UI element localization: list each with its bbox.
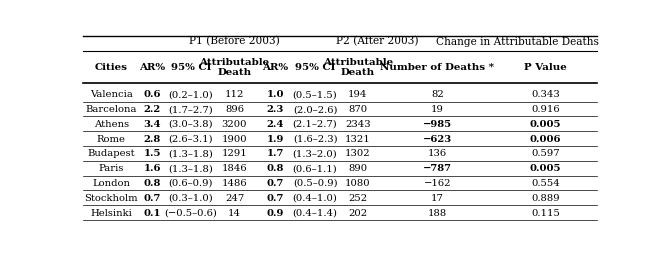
Text: 896: 896 <box>225 105 244 114</box>
Text: (−0.5–0.6): (−0.5–0.6) <box>164 209 217 218</box>
Text: 1.9: 1.9 <box>267 135 284 144</box>
Text: 82: 82 <box>431 90 444 99</box>
Text: 0.9: 0.9 <box>267 209 284 218</box>
Text: 188: 188 <box>428 209 447 218</box>
Text: P1 (Before 2003): P1 (Before 2003) <box>189 36 280 47</box>
Text: 0.7: 0.7 <box>267 194 284 203</box>
Text: P2 (After 2003): P2 (After 2003) <box>335 36 418 47</box>
Text: P Value: P Value <box>524 63 567 72</box>
Text: 1321: 1321 <box>345 135 371 144</box>
Text: 0.343: 0.343 <box>531 90 560 99</box>
Text: AR%: AR% <box>139 63 165 72</box>
Text: (0.5–1.5): (0.5–1.5) <box>293 90 337 99</box>
Text: 1.7: 1.7 <box>267 150 284 158</box>
Text: Rome: Rome <box>97 135 125 144</box>
Text: 136: 136 <box>428 150 447 158</box>
Text: (2.6–3.1): (2.6–3.1) <box>168 135 213 144</box>
Text: 2343: 2343 <box>345 120 371 129</box>
Text: (0.4–1.4): (0.4–1.4) <box>292 209 337 218</box>
Text: Number of Deaths *: Number of Deaths * <box>381 63 495 72</box>
Text: 1080: 1080 <box>345 179 371 188</box>
Text: 2.4: 2.4 <box>267 120 284 129</box>
Text: −162: −162 <box>424 179 451 188</box>
Text: 3200: 3200 <box>221 120 247 129</box>
Text: 112: 112 <box>225 90 244 99</box>
Text: (1.7–2.7): (1.7–2.7) <box>168 105 213 114</box>
Text: 95% CI: 95% CI <box>295 63 335 72</box>
Text: (0.6–1.1): (0.6–1.1) <box>293 164 337 173</box>
Text: −787: −787 <box>423 164 452 173</box>
Text: (0.2–1.0): (0.2–1.0) <box>168 90 213 99</box>
Text: 2.3: 2.3 <box>267 105 284 114</box>
Text: 0.1: 0.1 <box>143 209 161 218</box>
Text: Barcelona: Barcelona <box>86 105 137 114</box>
Text: 1900: 1900 <box>221 135 247 144</box>
Text: 0.7: 0.7 <box>144 194 161 203</box>
Text: 14: 14 <box>228 209 241 218</box>
Text: 252: 252 <box>348 194 367 203</box>
Text: 0.554: 0.554 <box>531 179 560 188</box>
Text: (0.4–1.0): (0.4–1.0) <box>292 194 337 203</box>
Text: 2.2: 2.2 <box>144 105 161 114</box>
Text: (1.3–2.0): (1.3–2.0) <box>293 150 337 158</box>
Text: 0.8: 0.8 <box>267 164 284 173</box>
Text: 0.889: 0.889 <box>531 194 560 203</box>
Text: 0.005: 0.005 <box>530 164 561 173</box>
Text: (0.5–0.9): (0.5–0.9) <box>293 179 337 188</box>
Text: Cities: Cities <box>95 63 128 72</box>
Text: 95% CI: 95% CI <box>170 63 211 72</box>
Text: 202: 202 <box>348 209 367 218</box>
Text: 1846: 1846 <box>221 164 247 173</box>
Text: 19: 19 <box>431 105 444 114</box>
Text: −623: −623 <box>423 135 452 144</box>
Text: 194: 194 <box>348 90 367 99</box>
Text: Paris: Paris <box>98 164 124 173</box>
Text: Attributable
Death: Attributable Death <box>200 58 270 77</box>
Text: 0.7: 0.7 <box>267 179 284 188</box>
Text: (1.3–1.8): (1.3–1.8) <box>168 150 213 158</box>
Text: Budapest: Budapest <box>88 150 135 158</box>
Text: 1.6: 1.6 <box>143 164 161 173</box>
Text: 0.006: 0.006 <box>530 135 561 144</box>
Text: Stockholm: Stockholm <box>84 194 138 203</box>
Text: Helsinki: Helsinki <box>90 209 132 218</box>
Text: Change in Attributable Deaths: Change in Attributable Deaths <box>436 37 599 47</box>
Text: 890: 890 <box>348 164 367 173</box>
Text: Valencia: Valencia <box>90 90 133 99</box>
Text: 1.0: 1.0 <box>267 90 284 99</box>
Text: 1291: 1291 <box>221 150 247 158</box>
Text: 247: 247 <box>225 194 244 203</box>
Text: (1.6–2.3): (1.6–2.3) <box>293 135 337 144</box>
Text: Attributable
Death: Attributable Death <box>323 58 393 77</box>
Text: (0.6–0.9): (0.6–0.9) <box>168 179 213 188</box>
Text: 17: 17 <box>431 194 444 203</box>
Text: 1.5: 1.5 <box>143 150 161 158</box>
Text: 3.4: 3.4 <box>143 120 161 129</box>
Text: Athens: Athens <box>93 120 129 129</box>
Text: London: London <box>92 179 130 188</box>
Text: 0.8: 0.8 <box>144 179 161 188</box>
Text: −985: −985 <box>423 120 452 129</box>
Text: 2.8: 2.8 <box>144 135 161 144</box>
Text: 0.916: 0.916 <box>531 105 560 114</box>
Text: AR%: AR% <box>263 63 288 72</box>
Text: 1302: 1302 <box>345 150 371 158</box>
Text: 870: 870 <box>348 105 367 114</box>
Text: 0.597: 0.597 <box>531 150 560 158</box>
Text: (2.1–2.7): (2.1–2.7) <box>293 120 337 129</box>
Text: 1486: 1486 <box>221 179 247 188</box>
Text: 0.6: 0.6 <box>143 90 161 99</box>
Text: 0.115: 0.115 <box>531 209 560 218</box>
Text: 0.005: 0.005 <box>530 120 561 129</box>
Text: (2.0–2.6): (2.0–2.6) <box>293 105 337 114</box>
Text: (3.0–3.8): (3.0–3.8) <box>168 120 213 129</box>
Text: (0.3–1.0): (0.3–1.0) <box>168 194 213 203</box>
Text: (1.3–1.8): (1.3–1.8) <box>168 164 213 173</box>
